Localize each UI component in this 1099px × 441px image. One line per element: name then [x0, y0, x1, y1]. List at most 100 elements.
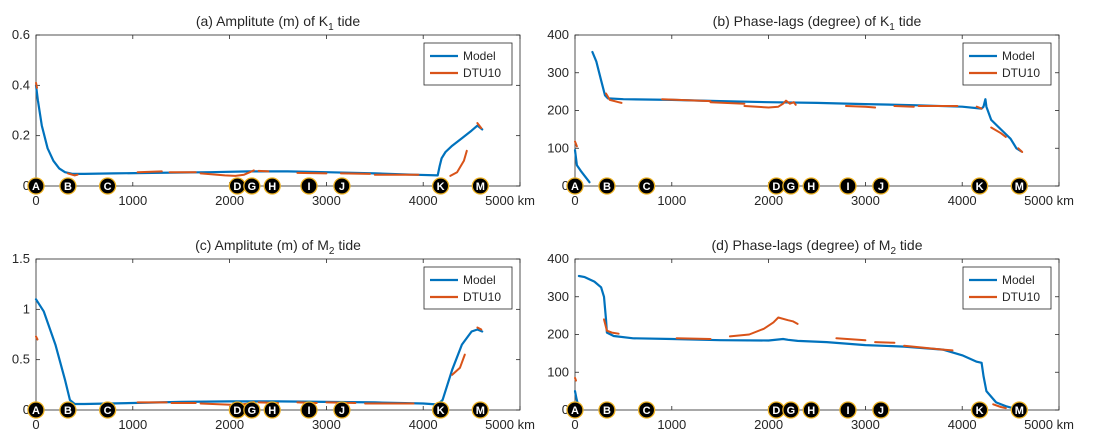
location-marker-m: M: [472, 402, 488, 418]
legend-label-dtu10: DTU10: [1002, 66, 1040, 80]
y-tick-label: 1.5: [12, 251, 30, 266]
location-marker-i: I: [840, 178, 856, 194]
title-main: (a) Amplitute (m) of K: [196, 13, 329, 29]
location-marker-g: G: [783, 402, 799, 418]
legend-label-model: Model: [1002, 49, 1035, 63]
y-tick-label: 1: [23, 301, 30, 316]
marker-label: A: [571, 181, 579, 193]
location-marker-h: H: [264, 402, 280, 418]
marker-label: D: [233, 405, 241, 417]
location-marker-c: C: [100, 178, 116, 194]
marker-label: B: [603, 181, 611, 193]
location-marker-m: M: [472, 178, 488, 194]
location-marker-j: J: [334, 402, 350, 418]
marker-label: C: [643, 181, 651, 193]
location-marker-b: B: [60, 178, 76, 194]
location-marker-a: A: [28, 178, 44, 194]
marker-label: I: [846, 181, 849, 193]
x-tick-label: 4000: [409, 193, 438, 208]
marker-label: H: [268, 181, 276, 193]
series-line-dtu10: [875, 342, 894, 343]
chart-title: (b) Phase-lags (degree) of K1 tide: [713, 13, 922, 33]
location-marker-d: D: [768, 178, 784, 194]
location-marker-c: C: [639, 402, 655, 418]
y-tick-label: 0.2: [12, 128, 30, 143]
series-model: [36, 299, 482, 404]
x-tick-label: 3000: [851, 417, 880, 432]
series-line-model: [36, 85, 482, 175]
x-tick-label: 5000 km: [1024, 193, 1074, 208]
x-tick-label: 5000 km: [485, 193, 535, 208]
marker-label: J: [339, 181, 345, 193]
location-marker-d: D: [229, 402, 245, 418]
x-tick-label: 3000: [851, 193, 880, 208]
location-marker-h: H: [803, 178, 819, 194]
location-marker-k: K: [972, 402, 988, 418]
x-tick-label: 4000: [948, 193, 977, 208]
location-marker-k: K: [972, 178, 988, 194]
location-marker-a: A: [567, 178, 583, 194]
location-marker-a: A: [28, 402, 44, 418]
x-tick-label: 3000: [312, 417, 341, 432]
x-tick-label: 4000: [409, 417, 438, 432]
marker-label: H: [807, 181, 815, 193]
x-tick-label: 0: [32, 417, 39, 432]
location-marker-b: B: [599, 178, 615, 194]
series-line-dtu10: [836, 338, 865, 340]
marker-label: G: [787, 405, 796, 417]
marker-label: J: [878, 181, 884, 193]
panel-a-k1-amplitude: 0 1000 2000 3000 4000 5000 km00.20.40.6(a) Am…: [12, 13, 535, 208]
series-line-dtu10: [730, 318, 798, 337]
marker-label: K: [437, 405, 445, 417]
marker-label: B: [64, 405, 72, 417]
x-tick-label: 3000: [312, 193, 341, 208]
title-main: (c) Amplitute (m) of M: [195, 237, 329, 253]
marker-label: I: [307, 181, 310, 193]
marker-label: M: [1015, 181, 1024, 193]
marker-label: I: [846, 405, 849, 417]
series-line-dtu10: [36, 337, 38, 340]
y-tick-label: 400: [547, 27, 569, 42]
series-model: [36, 85, 482, 175]
location-marker-i: I: [301, 178, 317, 194]
location-marker-k: K: [433, 402, 449, 418]
chart-title: (a) Amplitute (m) of K1 tide: [196, 13, 361, 33]
marker-label: J: [878, 405, 884, 417]
marker-label: C: [643, 405, 651, 417]
location-marker-j: J: [873, 402, 889, 418]
x-tick-label: 1000: [118, 193, 147, 208]
series-line-dtu10: [36, 83, 37, 88]
x-tick-label: 5000 km: [1024, 417, 1074, 432]
title-tail: tide: [334, 237, 361, 253]
y-tick-label: 300: [547, 289, 569, 304]
x-tick-label: 2000: [215, 193, 244, 208]
series-line-dtu10: [450, 151, 467, 176]
title-main: (b) Phase-lags (degree) of K: [713, 13, 890, 29]
series-model: [575, 52, 1021, 182]
title-tail: tide: [334, 13, 361, 29]
location-marker-i: I: [301, 402, 317, 418]
x-tick-label: 1000: [657, 417, 686, 432]
series-line-dtu10: [575, 378, 576, 381]
marker-label: M: [476, 181, 485, 193]
series-line-model: [579, 276, 1013, 408]
series-line-dtu10: [677, 338, 711, 339]
marker-label: D: [233, 181, 241, 193]
location-marker-d: D: [229, 178, 245, 194]
marker-label: B: [64, 181, 72, 193]
location-marker-j: J: [334, 178, 350, 194]
series-line-model: [575, 150, 590, 182]
marker-label: M: [1015, 405, 1024, 417]
y-tick-label: 200: [547, 103, 569, 118]
location-marker-h: H: [803, 402, 819, 418]
panel-c-m2-amplitude: 0 1000 2000 3000 4000 5000 km00.511.5(c) Ampl…: [12, 237, 535, 432]
y-tick-label: 300: [547, 65, 569, 80]
marker-label: K: [976, 405, 984, 417]
legend-label-model: Model: [463, 273, 496, 287]
legend-label-dtu10: DTU10: [463, 290, 501, 304]
x-tick-label: 2000: [215, 417, 244, 432]
x-tick-label: 0: [571, 193, 578, 208]
y-tick-label: 100: [547, 364, 569, 379]
location-marker-g: G: [783, 178, 799, 194]
